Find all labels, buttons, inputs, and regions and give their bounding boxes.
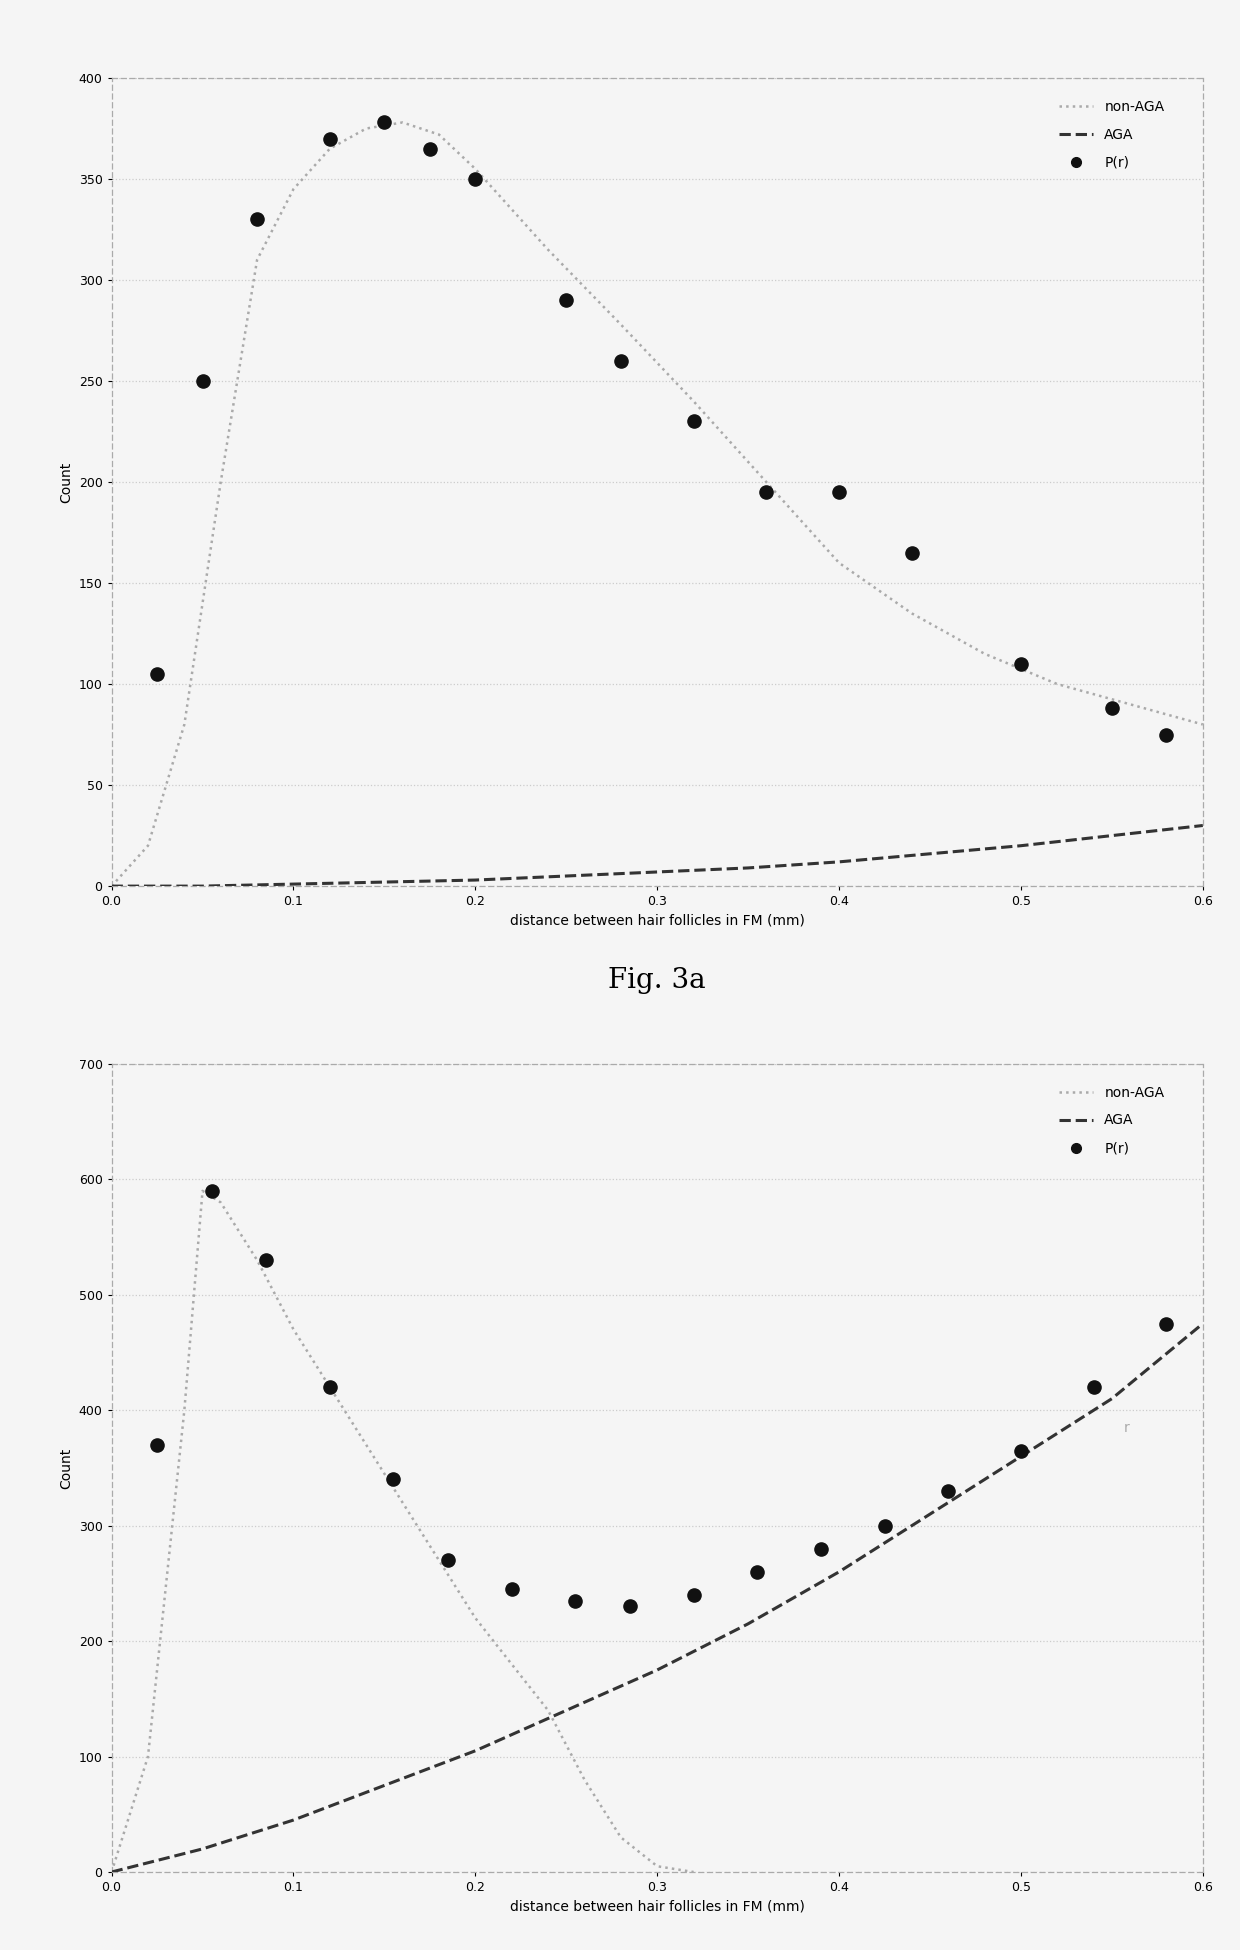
X-axis label: distance between hair follicles in FM (mm): distance between hair follicles in FM (m… (510, 1899, 805, 1913)
Point (148, 659, 167, 690)
Point (374, 107, 394, 138)
Point (1084, 1371, 1104, 1402)
Point (683, 1580, 703, 1611)
Point (202, 1176, 222, 1207)
Point (192, 365, 212, 396)
Point (1011, 647, 1030, 679)
Point (247, 205, 267, 236)
Point (383, 1464, 403, 1496)
Point (565, 1585, 585, 1617)
Text: r: r (1123, 1420, 1130, 1435)
X-axis label: distance between hair follicles in FM (mm): distance between hair follicles in FM (m… (510, 915, 805, 928)
Point (611, 345, 631, 376)
Point (420, 133, 440, 164)
Text: Fig. 3a: Fig. 3a (609, 967, 706, 995)
Point (874, 1509, 894, 1540)
Point (756, 476, 776, 507)
Point (683, 406, 703, 437)
Point (465, 164, 485, 195)
Point (1011, 1435, 1030, 1466)
Point (939, 1476, 959, 1507)
Point (438, 1544, 458, 1576)
Legend: non-AGA, AGA, P(r): non-AGA, AGA, P(r) (1053, 94, 1171, 176)
Point (748, 1556, 768, 1587)
Point (1157, 1308, 1177, 1340)
Point (811, 1533, 831, 1564)
Point (1157, 720, 1177, 751)
Y-axis label: Count: Count (60, 462, 73, 503)
Legend: non-AGA, AGA, P(r): non-AGA, AGA, P(r) (1053, 1080, 1171, 1160)
Point (901, 536, 921, 567)
Point (620, 1591, 640, 1622)
Y-axis label: Count: Count (60, 1447, 73, 1488)
Point (1102, 692, 1122, 723)
Point (257, 1244, 277, 1275)
Point (320, 1371, 340, 1402)
Point (557, 285, 577, 316)
Point (502, 1574, 522, 1605)
Point (320, 123, 340, 154)
Point (830, 476, 849, 507)
Point (148, 1429, 167, 1461)
